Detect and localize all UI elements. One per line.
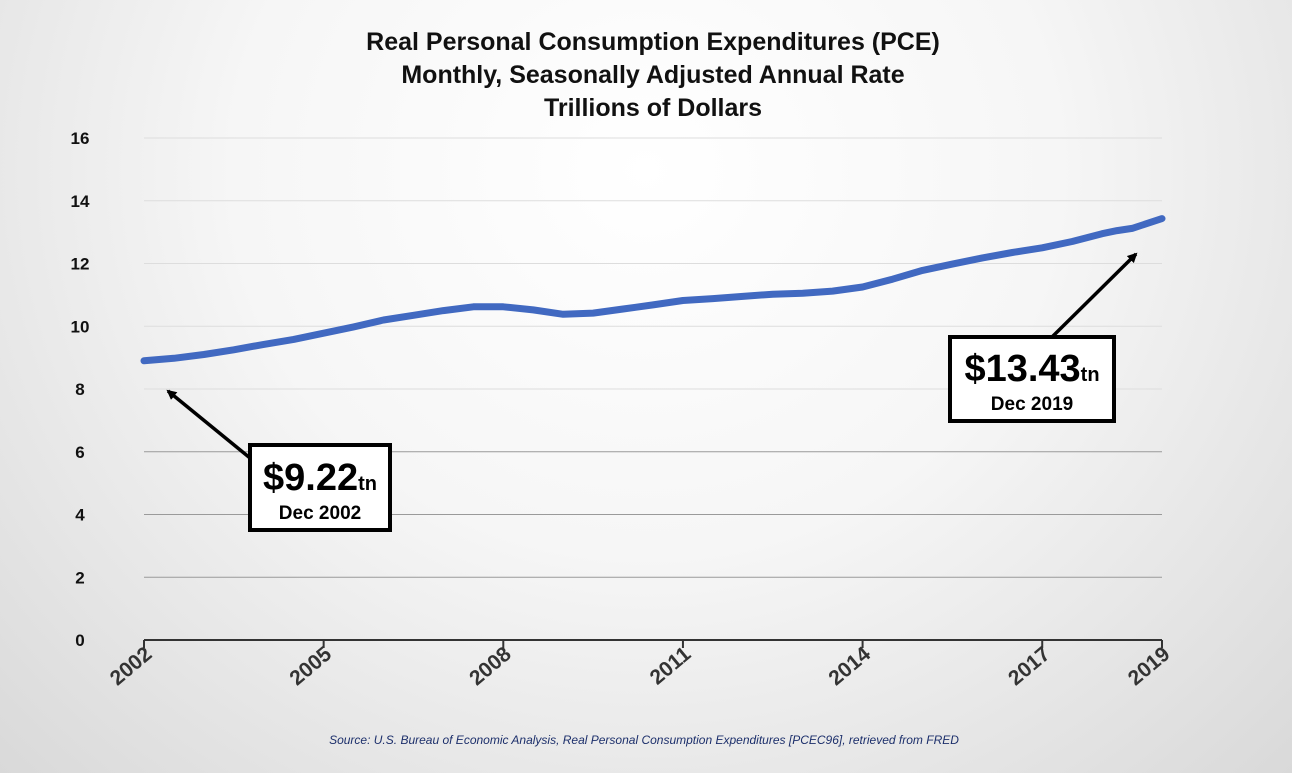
series-layer xyxy=(140,215,1166,365)
callout-box-2019 xyxy=(948,335,1116,423)
x-tick-label: 2017 xyxy=(1004,642,1055,690)
y-tick-label: 0 xyxy=(75,631,84,650)
x-tick-label: 2014 xyxy=(824,642,875,690)
callout-dec-2019: $13.43tn Dec 2019 xyxy=(948,252,1138,423)
source-note: Source: U.S. Bureau of Economic Analysis… xyxy=(329,733,959,747)
y-tick-label: 8 xyxy=(75,380,84,399)
callout-date-2002: Dec 2002 xyxy=(279,503,361,524)
chart-title-line-3: Trillions of Dollars xyxy=(544,94,762,122)
x-tick-label: 2002 xyxy=(106,642,157,690)
y-tick-label: 12 xyxy=(71,255,90,274)
chart-title-line-1: Real Personal Consumption Expenditures (… xyxy=(366,28,940,56)
y-tick-label: 10 xyxy=(71,317,90,336)
callout-value-2019: $13.43tn xyxy=(964,348,1099,390)
callout-arrow-2002 xyxy=(166,389,252,460)
y-tick-label: 4 xyxy=(75,506,85,525)
series-line-pce xyxy=(140,215,1166,365)
x-axis: 2002 2005 2008 2011 2014 2017 2019 xyxy=(106,639,1175,690)
x-tick-label: 2019 xyxy=(1124,642,1175,690)
y-tick-label: 2 xyxy=(75,568,84,587)
callout-amount-2019: $13.43 xyxy=(964,348,1080,390)
callout-date-2019: Dec 2019 xyxy=(991,394,1073,415)
callout-unit-2019: tn xyxy=(1081,364,1100,386)
y-tick-label: 14 xyxy=(71,192,90,211)
callout-box-2002 xyxy=(248,443,392,532)
callout-value-2002: $9.22tn xyxy=(263,457,377,499)
y-axis-tick-labels: 0 2 4 6 8 10 12 14 16 xyxy=(71,129,90,650)
callout-amount-2002: $9.22 xyxy=(263,457,358,499)
y-tick-label: 6 xyxy=(75,443,84,462)
callout-unit-2002: tn xyxy=(358,473,377,495)
x-tick-label: 2005 xyxy=(285,642,336,690)
x-tick-label: 2011 xyxy=(646,642,696,689)
chart-title-line-2: Monthly, Seasonally Adjusted Annual Rate xyxy=(401,61,904,89)
y-tick-label: 16 xyxy=(71,129,90,148)
callout-dec-2002: $9.22tn Dec 2002 xyxy=(166,389,392,532)
callout-arrow-2019 xyxy=(1050,252,1138,339)
x-tick-label: 2008 xyxy=(465,642,516,690)
